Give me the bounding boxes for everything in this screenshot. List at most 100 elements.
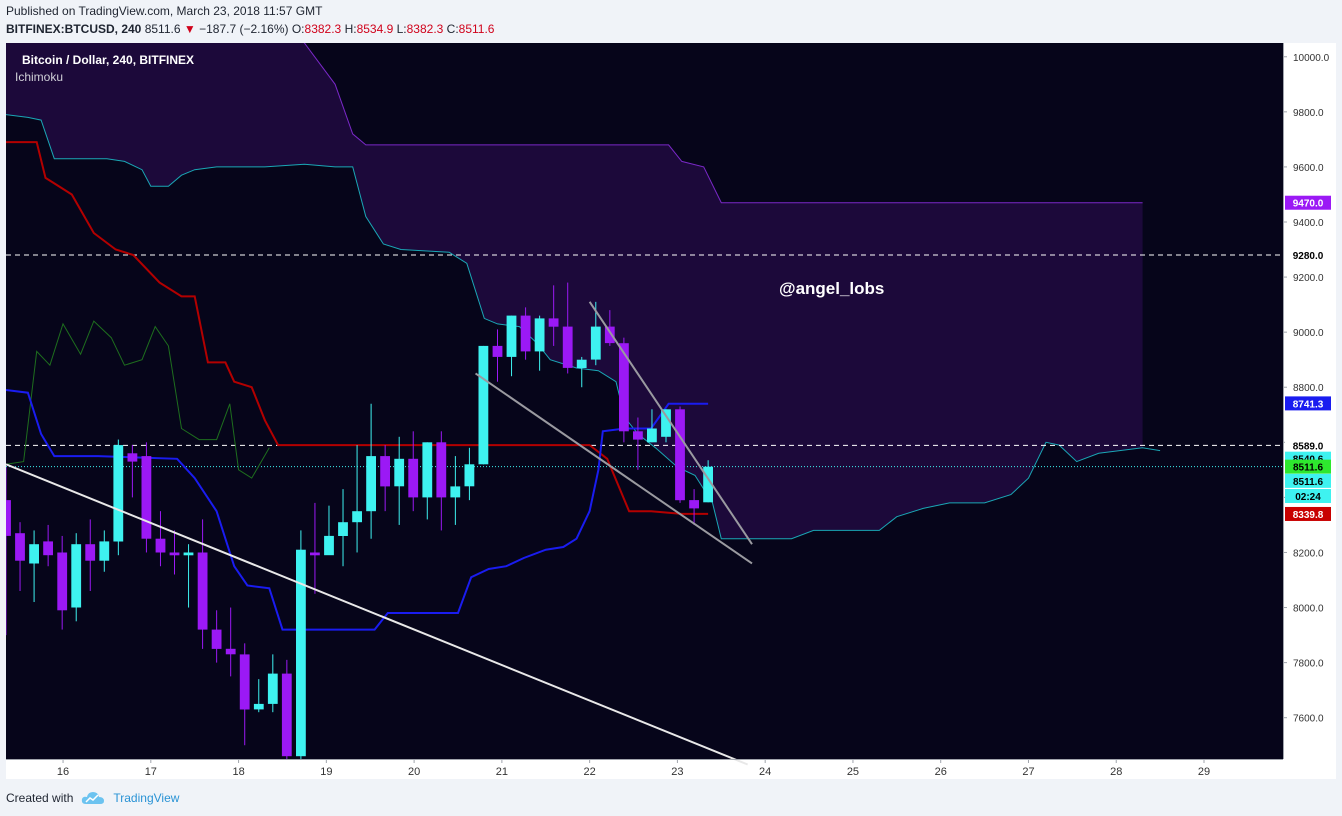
time-tick-label: 26 xyxy=(935,766,947,778)
candle-7 xyxy=(99,530,110,572)
close-value: 8511.6 xyxy=(458,22,495,36)
time-tick-label: 28 xyxy=(1110,766,1122,778)
candle-body xyxy=(239,654,250,710)
candle-29 xyxy=(408,431,419,512)
candle-27 xyxy=(380,445,390,512)
time-tick-label: 16 xyxy=(57,766,69,778)
candle-10 xyxy=(141,442,152,553)
price-label-bg xyxy=(1285,248,1331,263)
candle-44 xyxy=(619,337,629,443)
candle-body xyxy=(113,445,124,542)
created-with-label: Created with xyxy=(6,791,74,805)
candle-body xyxy=(352,511,362,523)
price-label-bg xyxy=(1285,489,1331,504)
candle-40 xyxy=(562,282,573,374)
chart-container[interactable]: Bitcoin / Dollar, 240, BITFINEX Ichimoku… xyxy=(1,1,1336,779)
candle-body xyxy=(478,345,489,465)
price-label-7: 02:24 xyxy=(1285,489,1331,504)
candle-45 xyxy=(633,417,643,470)
high-value: 8534.9 xyxy=(356,22,394,36)
candle-body xyxy=(99,541,110,561)
candle-body xyxy=(155,538,166,553)
footer: Created with TradingView xyxy=(6,791,179,805)
candle-body xyxy=(366,456,376,512)
price-tick-label: 9000.0 xyxy=(1293,328,1324,339)
price-tick-label: 9200.0 xyxy=(1293,273,1324,284)
price-label-text: 8741.3 xyxy=(1293,399,1324,410)
candle-20 xyxy=(281,659,292,759)
candle-body xyxy=(197,552,208,630)
symbol-ohlc-line: BITFINEX:BTCUSD, 240 8511.6 ▼ −187.7 (−2… xyxy=(6,22,494,36)
candle-body xyxy=(689,500,699,509)
candle-48 xyxy=(675,406,685,503)
price-label-text: 02:24 xyxy=(1295,492,1321,503)
candle-41 xyxy=(576,356,587,388)
price-label-1: 9280.0 xyxy=(1285,248,1331,263)
candle-16 xyxy=(225,607,236,677)
candle-5 xyxy=(71,533,82,622)
price-chart[interactable]: Bitcoin / Dollar, 240, BITFINEX Ichimoku… xyxy=(1,1,1336,779)
candle-6 xyxy=(85,519,96,592)
time-tick-label: 25 xyxy=(847,766,859,778)
candle-50 xyxy=(703,460,713,503)
candle-body xyxy=(436,442,447,498)
candle-body xyxy=(506,315,517,357)
symbol: BITFINEX:BTCUSD, 240 xyxy=(6,22,142,36)
candle-body xyxy=(225,648,236,655)
tradingview-cloud-icon xyxy=(82,792,105,804)
high-label: H: xyxy=(344,22,357,36)
price-tick-label: 7800.0 xyxy=(1293,659,1324,670)
candle-39 xyxy=(548,285,559,346)
price-tick-label: 9400.0 xyxy=(1293,218,1324,229)
candle-body xyxy=(394,458,405,487)
candle-body xyxy=(590,326,601,360)
candle-32 xyxy=(450,456,461,525)
time-tick-label: 18 xyxy=(232,766,244,778)
candle-38 xyxy=(534,315,545,371)
time-axis[interactable]: 16 17 18 19 20 21 22 23 24 25 26 27 28 29 xyxy=(6,759,1283,778)
candle-body xyxy=(253,703,264,710)
candle-3 xyxy=(43,524,53,567)
candle-body xyxy=(464,464,475,487)
chart-legend-indicator: Ichimoku xyxy=(15,70,63,84)
price-axis[interactable]: 7600.07800.08000.08200.08400.08600.08800… xyxy=(1283,43,1331,759)
price-label-5: 8511.6 xyxy=(1285,459,1331,474)
indicator-lines xyxy=(5,141,709,631)
candle-body xyxy=(43,541,53,556)
candle-21 xyxy=(296,530,306,759)
candle-body xyxy=(29,544,39,564)
price-label-bg xyxy=(1285,195,1331,210)
candle-body xyxy=(661,409,671,437)
candle-body xyxy=(450,486,461,498)
price-label-text: 8511.6 xyxy=(1293,463,1323,474)
candle-body xyxy=(310,552,320,556)
tradingview-link[interactable]: TradingView xyxy=(113,791,180,805)
price-label-3: 8589.0 xyxy=(1285,438,1331,453)
trendline-0 xyxy=(5,463,749,766)
time-tick-label: 17 xyxy=(145,766,157,778)
kijun-sen xyxy=(6,141,709,515)
price-tick-label: 9800.0 xyxy=(1293,108,1324,119)
candle-body xyxy=(647,428,657,443)
time-tick-label: 23 xyxy=(671,766,683,778)
candle-body xyxy=(324,535,334,556)
candle-body xyxy=(15,533,25,561)
time-tick-label: 21 xyxy=(496,766,508,778)
candle-43 xyxy=(604,310,615,346)
candle-body xyxy=(296,549,306,757)
candle-9 xyxy=(127,445,138,498)
drawn-trendlines xyxy=(5,301,753,766)
candle-body xyxy=(211,629,222,649)
candle-28 xyxy=(394,436,405,525)
price-tick-label: 7600.0 xyxy=(1293,714,1324,725)
candle-body xyxy=(619,343,629,432)
candle-49 xyxy=(689,489,699,525)
candle-body xyxy=(85,544,96,561)
price-tick-label: 8200.0 xyxy=(1293,548,1324,559)
candle-body xyxy=(422,442,433,498)
candle-body xyxy=(183,552,194,556)
candle-24 xyxy=(338,489,348,567)
candle-18 xyxy=(253,679,264,713)
candle-23 xyxy=(324,505,334,556)
price-tick-label: 10000.0 xyxy=(1293,53,1330,64)
